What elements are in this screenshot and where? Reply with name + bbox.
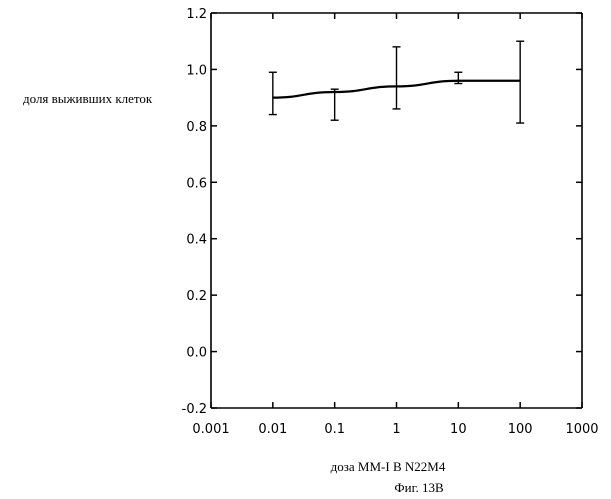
y-tick-label: 0.4 [186, 233, 207, 248]
y-tick-label: 1.0 [186, 63, 207, 78]
x-tick-label: 0.01 [258, 422, 287, 437]
y-axis-ticks: -0.2 0.0 0.2 0.4 0.6 0.8 1.0 1.2 [182, 7, 582, 417]
y-tick-label: -0.2 [182, 402, 207, 417]
x-tick-label: 0.001 [192, 422, 229, 437]
x-tick-label: 100 [508, 422, 533, 437]
y-tick-label: 0.0 [186, 346, 207, 361]
y-tick-label: 0.8 [186, 120, 207, 135]
x-axis-ticks: 0.001 0.01 0.1 1 10 100 1000 [192, 13, 598, 437]
y-tick-label: 0.6 [186, 176, 207, 191]
x-tick-label: 1 [392, 422, 400, 437]
series-group [269, 41, 524, 123]
y-tick-label: 1.2 [186, 7, 207, 22]
y-axis-label: доля выживших клеток [23, 91, 153, 106]
y-tick-label: 0.2 [186, 289, 207, 304]
figure-caption: Фиг. 13В [394, 480, 444, 495]
x-tick-label: 0.1 [324, 422, 345, 437]
x-tick-label: 1000 [565, 422, 598, 437]
x-tick-label: 10 [450, 422, 467, 437]
x-axis-label: доза MM-I В N22M4 [331, 459, 446, 474]
